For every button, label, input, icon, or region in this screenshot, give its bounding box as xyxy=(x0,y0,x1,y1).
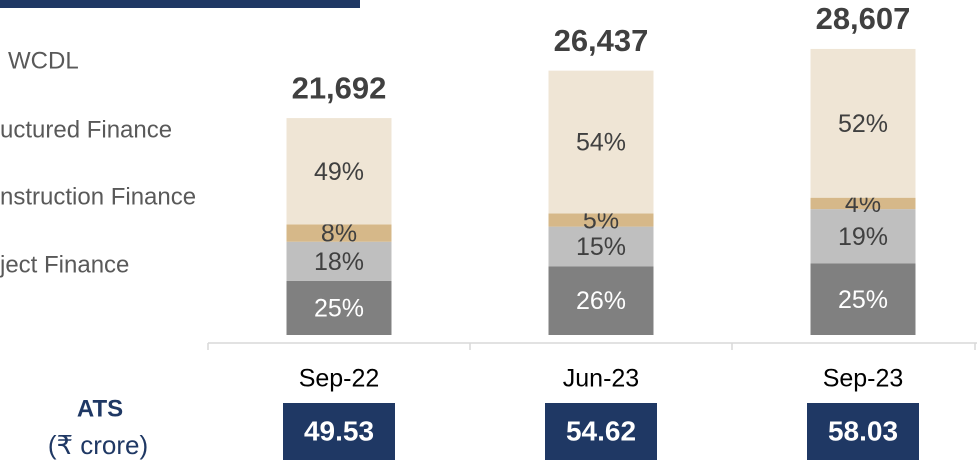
legend-label: WCDL xyxy=(8,47,79,74)
ats-value: 49.53 xyxy=(304,415,374,446)
segment-label: 52% xyxy=(838,110,888,138)
bar-segment xyxy=(548,266,654,335)
header-bar xyxy=(0,0,360,8)
segment-label: 25% xyxy=(838,286,888,314)
total-label: 21,692 xyxy=(292,70,387,105)
ats-title: ATS xyxy=(77,395,123,422)
x-tick-label: Sep-23 xyxy=(823,365,904,393)
legend-label: nstruction Finance xyxy=(0,183,196,210)
x-tick-label: Sep-22 xyxy=(299,365,380,393)
segment-label: 15% xyxy=(576,233,626,261)
bar-segment xyxy=(810,197,916,210)
segment-label: 54% xyxy=(576,129,626,157)
ats-box xyxy=(545,403,657,460)
ats-box xyxy=(807,403,919,460)
total-label: 28,607 xyxy=(816,1,911,36)
bar-segment xyxy=(286,241,392,281)
segment-label: 49% xyxy=(314,158,364,186)
total-label: 26,437 xyxy=(554,23,649,58)
ats-unit: (₹ crore) xyxy=(48,430,148,460)
bar-segment xyxy=(286,224,392,242)
ats-box xyxy=(283,403,395,460)
bar-segment xyxy=(286,280,392,335)
segment-label: 25% xyxy=(314,294,364,322)
segment-label: 18% xyxy=(314,248,364,276)
legend-label: ject Finance xyxy=(0,251,129,278)
legend-label: uctured Finance xyxy=(0,116,172,143)
segment-label: 19% xyxy=(838,223,888,251)
bar-segment xyxy=(548,213,654,227)
bar-segment xyxy=(810,263,916,335)
bar-segment xyxy=(548,226,654,267)
segment-label: 26% xyxy=(576,287,626,315)
x-tick-label: Jun-23 xyxy=(563,365,639,393)
ats-value: 58.03 xyxy=(828,415,898,446)
bar-segment xyxy=(548,70,654,214)
ats-value: 54.62 xyxy=(566,415,636,446)
bar-segment xyxy=(810,209,916,264)
bar-segment xyxy=(810,48,916,198)
bar-segment xyxy=(286,118,392,225)
